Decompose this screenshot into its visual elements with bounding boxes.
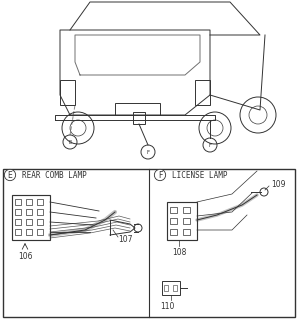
Bar: [115, 103, 160, 115]
Bar: [26, 219, 32, 225]
Bar: [167, 202, 197, 240]
Bar: [60, 80, 75, 105]
Bar: [15, 229, 21, 235]
Text: E: E: [68, 140, 72, 145]
Text: E: E: [8, 171, 13, 180]
Bar: [37, 199, 43, 205]
Bar: [170, 218, 177, 224]
Bar: [170, 229, 177, 235]
Text: LICENSE LAMP: LICENSE LAMP: [172, 171, 227, 180]
Bar: [37, 219, 43, 225]
Bar: [183, 218, 190, 224]
Text: 107: 107: [118, 236, 133, 244]
Text: F: F: [158, 171, 162, 180]
Bar: [15, 219, 21, 225]
Bar: [15, 199, 21, 205]
Bar: [26, 229, 32, 235]
Text: 110: 110: [160, 302, 174, 311]
Bar: [26, 209, 32, 215]
Text: 106: 106: [18, 252, 32, 261]
Bar: [133, 112, 145, 124]
Text: 108: 108: [172, 248, 186, 257]
Bar: [173, 285, 177, 291]
Bar: [170, 207, 177, 213]
Text: 109: 109: [271, 180, 285, 188]
Bar: [37, 229, 43, 235]
Bar: [26, 199, 32, 205]
Bar: [15, 209, 21, 215]
Text: F: F: [208, 142, 212, 148]
Bar: [183, 229, 190, 235]
Bar: [195, 80, 210, 105]
Bar: [164, 285, 168, 291]
Bar: [162, 281, 180, 295]
Bar: [3, 169, 295, 317]
Bar: [37, 209, 43, 215]
Text: F: F: [146, 149, 150, 155]
Bar: [12, 195, 50, 240]
Text: REAR COMB LAMP: REAR COMB LAMP: [22, 171, 87, 180]
Bar: [183, 207, 190, 213]
